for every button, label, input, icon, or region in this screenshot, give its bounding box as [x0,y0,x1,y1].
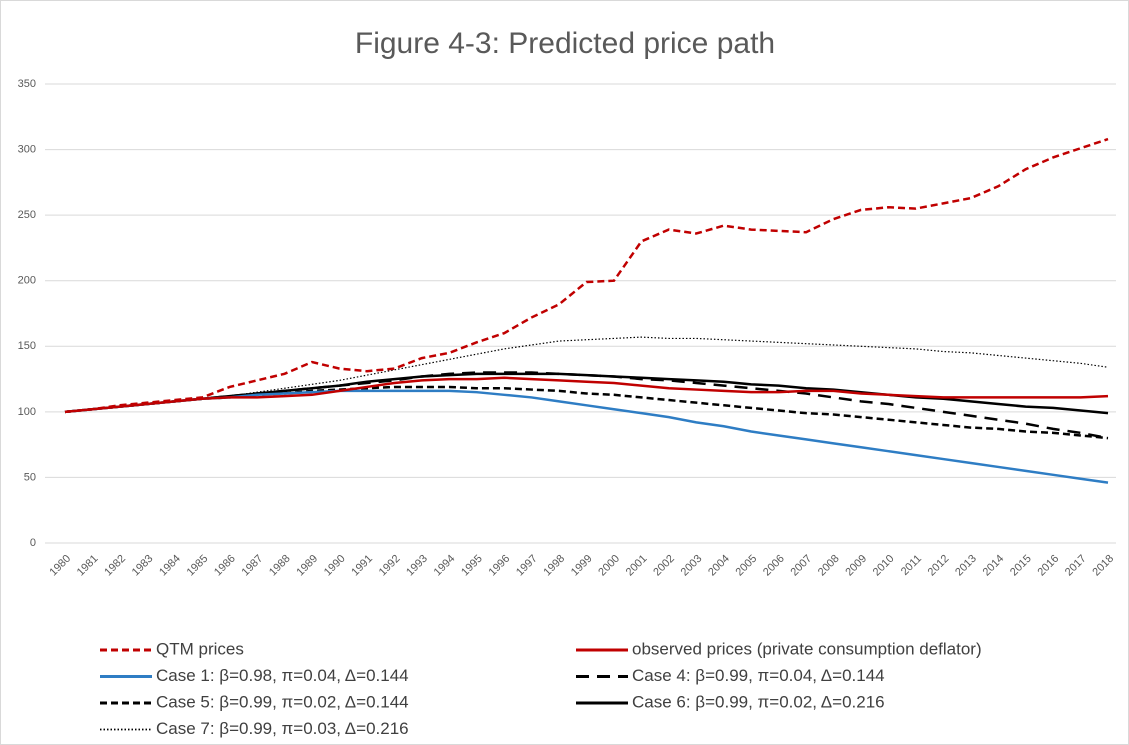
y-tick-label: 200 [18,275,36,287]
chart-title: Figure 4-3: Predicted price path [355,27,775,60]
legend-label: Case 1: β=0.98, π=0.04, Δ=0.144 [156,666,409,685]
y-tick-label: 300 [18,143,36,155]
legend-label: Case 6: β=0.99, π=0.02, Δ=0.216 [632,692,885,711]
y-tick-label: 100 [18,406,36,418]
legend-label: QTM prices [156,639,244,658]
legend-label: observed prices (private consumption def… [632,639,982,658]
series-line [64,371,1109,440]
y-tick-label: 50 [24,471,36,483]
legend-label: Case 5: β=0.99, π=0.02, Δ=0.144 [156,692,409,711]
y-tick-label: 150 [18,340,36,352]
series-line [64,336,1109,413]
series-line [64,137,1109,414]
y-tick-label: 350 [18,78,36,90]
legend-label: Case 4: β=0.99, π=0.04, Δ=0.144 [632,666,885,685]
series-line [64,376,1109,414]
y-tick-label: 250 [18,209,36,221]
y-tick-label: 0 [30,537,36,549]
legend-label: Case 7: β=0.99, π=0.03, Δ=0.216 [156,719,409,738]
series-line [64,385,1109,440]
